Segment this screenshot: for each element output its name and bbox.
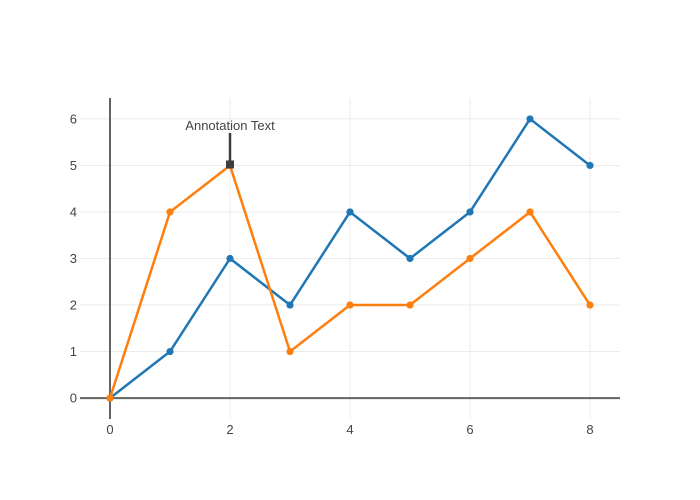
trace-0-data-point[interactable]	[526, 115, 534, 123]
y-tick-label: 0	[70, 391, 77, 406]
annotation-text: Annotation Text	[185, 118, 275, 133]
y-tick-label: 1	[70, 344, 77, 359]
y-tick-label: 3	[70, 251, 77, 266]
trace-1-data-point[interactable]	[346, 301, 354, 309]
y-tick-label: 4	[70, 204, 77, 219]
trace-0-data-point[interactable]	[226, 254, 234, 263]
y-tick-label: 2	[70, 298, 77, 313]
annotation-arrowhead	[226, 160, 234, 169]
trace-1-data-point[interactable]	[586, 301, 594, 309]
trace-1-data-point[interactable]	[166, 208, 174, 216]
x-tick-label: 8	[586, 422, 593, 437]
trace-1-data-point[interactable]	[466, 254, 474, 263]
trace-0-data-point[interactable]	[286, 301, 294, 309]
trace-1-data-point[interactable]	[406, 301, 414, 309]
trace-0-data-point[interactable]	[346, 208, 354, 216]
y-tick-label: 5	[70, 158, 77, 173]
trace-0-data-point[interactable]	[466, 208, 474, 216]
y-tick-label: 6	[70, 111, 77, 126]
trace-1-data-point[interactable]	[286, 347, 294, 356]
trace-0-data-point[interactable]	[586, 161, 594, 170]
trace-1-data-point[interactable]	[106, 394, 114, 402]
trace-0-data-point[interactable]	[166, 347, 174, 356]
x-tick-label: 4	[346, 422, 353, 437]
x-tick-label: 0	[106, 422, 113, 437]
trace-0-data-point[interactable]	[406, 254, 414, 263]
x-tick-label: 2	[226, 422, 233, 437]
x-tick-label: 6	[466, 422, 473, 437]
trace-1-data-point[interactable]	[526, 208, 534, 216]
